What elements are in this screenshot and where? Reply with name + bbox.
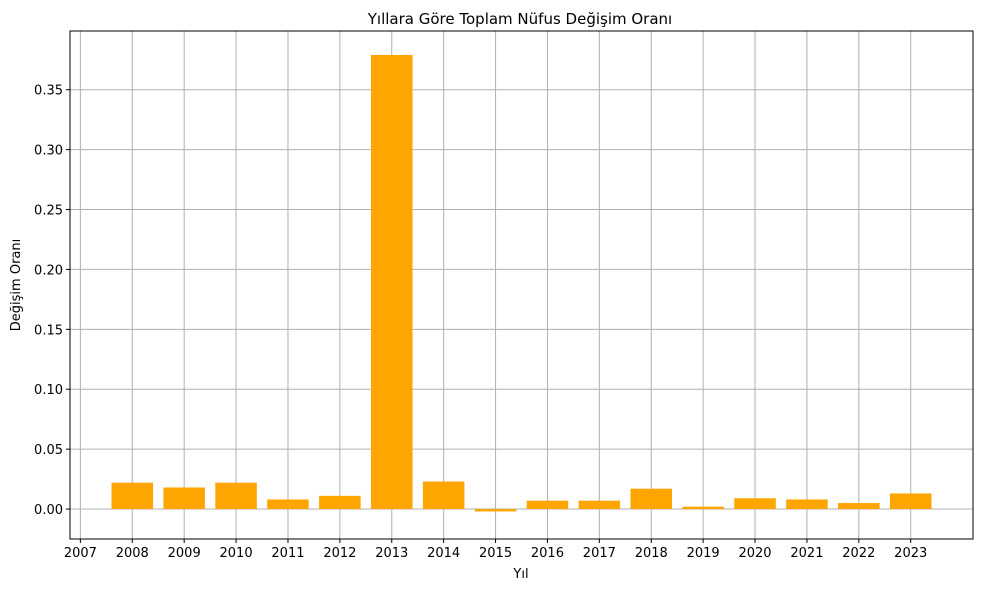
bar-2014 — [422, 481, 465, 510]
bar-2023 — [889, 493, 932, 510]
bar-2008 — [111, 482, 154, 510]
x-tick-label: 2007 — [64, 546, 97, 561]
x-tick-label: 2011 — [271, 546, 304, 561]
y-tick-label: 0.10 — [34, 383, 63, 398]
x-axis-label: Yıl — [512, 567, 528, 582]
bar-2009 — [163, 487, 205, 510]
x-tick-label: 2017 — [583, 546, 616, 561]
bar-2010 — [215, 482, 257, 510]
bar-2013 — [371, 54, 413, 510]
x-tick-label: 2015 — [479, 546, 512, 561]
chart-title: Yıllara Göre Toplam Nüfus Değişim Oranı — [367, 10, 672, 28]
x-tick-label: 2021 — [790, 546, 823, 561]
x-tick-label: 2010 — [220, 546, 253, 561]
bar-2012 — [319, 495, 361, 510]
x-tick-label: 2020 — [738, 546, 771, 561]
bar-2020 — [734, 498, 776, 510]
y-tick-label: 0.35 — [34, 84, 63, 99]
x-tick-label: 2016 — [531, 546, 564, 561]
bar-2018 — [630, 488, 672, 510]
bar-2015 — [474, 509, 517, 512]
y-tick-label: 0.15 — [34, 323, 63, 338]
x-tick-label: 2008 — [116, 546, 149, 561]
x-tick-label: 2023 — [894, 546, 927, 561]
x-ticks: 2007 2008 2009 2010 2011 2012 2013 2014 2015 2016… — [64, 539, 927, 561]
y-tick-label: 0.30 — [34, 144, 63, 159]
bar-2022 — [838, 503, 880, 510]
y-tick-label: 0.00 — [34, 503, 63, 518]
x-tick-label: 2022 — [842, 546, 875, 561]
x-tick-label: 2019 — [687, 546, 720, 561]
plot-frame — [69, 30, 974, 540]
y-tick-label: 0.25 — [34, 204, 63, 219]
bar-2011 — [267, 499, 309, 510]
y-tick-label: 0.05 — [34, 443, 63, 458]
y-axis-label: Değişim Oranı — [9, 239, 24, 331]
y-ticks: 0.00 0.05 0.10 0.15 0.20 0.25 0.30 0.35 — [34, 84, 70, 518]
bar-2019 — [682, 506, 724, 510]
grid — [70, 31, 973, 539]
bar-2016 — [526, 500, 569, 510]
x-tick-label: 2012 — [323, 546, 356, 561]
bars — [111, 54, 932, 512]
x-tick-label: 2009 — [168, 546, 201, 561]
x-tick-label: 2013 — [375, 546, 408, 561]
y-tick-label: 0.20 — [34, 263, 63, 278]
bar-2021 — [786, 499, 828, 510]
x-tick-label: 2014 — [427, 546, 460, 561]
bar-2017 — [578, 500, 621, 510]
x-tick-label: 2018 — [635, 546, 668, 561]
